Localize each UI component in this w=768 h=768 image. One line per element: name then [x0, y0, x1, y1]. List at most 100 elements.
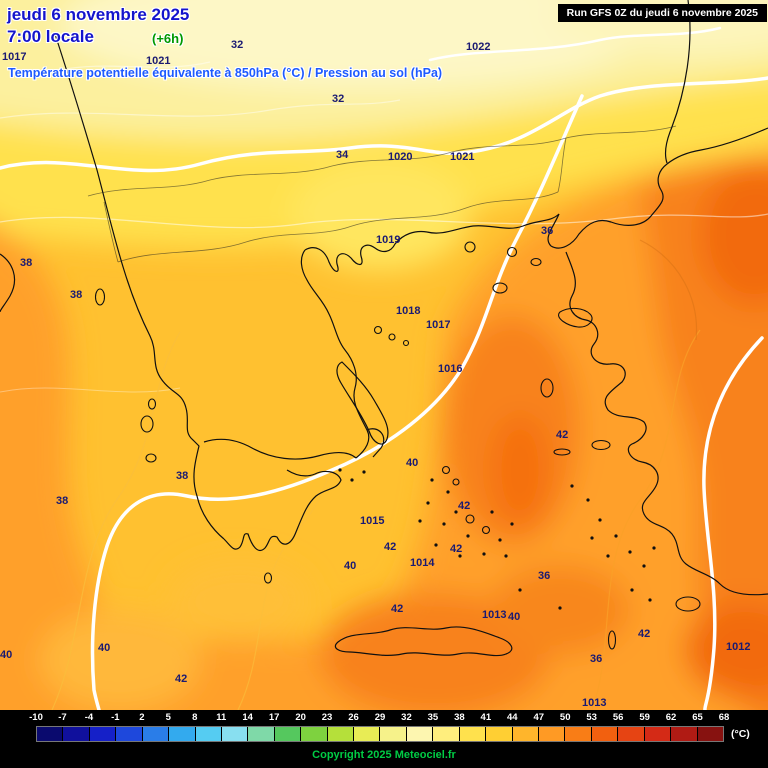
colorbar-cell	[539, 727, 566, 741]
colorbar-cell	[301, 727, 328, 741]
run-info-box: Run GFS 0Z du jeudi 6 novembre 2025	[557, 4, 767, 22]
islands	[94, 241, 701, 650]
pressure-label: 1017	[2, 51, 27, 63]
colorbar-tick: -4	[84, 712, 94, 723]
colorbar-cell	[116, 727, 143, 741]
pressure-label: 1021	[450, 151, 475, 163]
copyright-link[interactable]: Copyright 2025 Meteociel.fr	[312, 749, 456, 761]
temperature-label: 36	[538, 570, 551, 582]
colorbar-tick: 2	[139, 712, 145, 723]
coast-euboea	[336, 361, 389, 445]
colorbar-tick: 50	[559, 712, 571, 723]
temperature-label: 42	[391, 603, 404, 615]
colorbar-cell	[565, 727, 592, 741]
temperature-label: 40	[344, 560, 357, 572]
colorbar-tick: 5	[165, 712, 171, 723]
colorbar-tick: -10	[29, 712, 43, 723]
coast-attica-east	[300, 249, 385, 459]
coastlines	[0, 0, 768, 657]
temperature-label: 42	[384, 541, 397, 553]
colorbar-tick: 41	[480, 712, 492, 723]
temperature-label: 38	[176, 470, 189, 482]
colorbar-tick: 17	[268, 712, 280, 723]
colorbar-cell	[459, 727, 487, 741]
colorbar-tick: 65	[692, 712, 703, 723]
colorbar-cell	[671, 727, 698, 741]
colorbar-tick: -7	[58, 712, 67, 723]
pressure-label: 1020	[388, 151, 413, 163]
colorbar-cell	[406, 727, 434, 741]
colorbar-tick: 59	[639, 712, 650, 723]
country-borders	[87, 125, 677, 263]
coast-chalkidiki	[304, 230, 428, 272]
islets	[338, 468, 656, 610]
temperature-label: 34	[336, 149, 349, 161]
colorbar-cell	[618, 727, 645, 741]
temperature-label: 42	[556, 429, 569, 441]
coast-peloponnese	[223, 469, 342, 552]
temperature-label: 40	[0, 649, 13, 661]
pressure-label: 1014	[410, 557, 435, 569]
pressure-label: 1018	[396, 305, 421, 317]
pressure-label: 1013	[582, 697, 607, 709]
pressure-label: 1021	[146, 55, 171, 67]
colorbar-cell	[697, 727, 723, 741]
colorbar-tick: 35	[427, 712, 439, 723]
coast-italy-heel	[0, 253, 15, 313]
temperature-label: 42	[175, 673, 188, 685]
colorbar-tick: 14	[242, 712, 253, 723]
colorbar-tick: 32	[401, 712, 412, 723]
time-line: 7:00 locale	[7, 27, 94, 46]
temperature-label: 40	[406, 457, 419, 469]
colorbar-tick: 62	[665, 712, 677, 723]
colorbar-tick: 26	[348, 712, 359, 723]
colorbar-cell	[195, 727, 222, 741]
isobar-lines	[0, 26, 768, 712]
colorbar-ticks: -10 -7 -4 -1 2 5 8 11 14 17 20 23 26 29 32 35 38 41 44 47 50…	[0, 712, 768, 724]
coast-corinth-gulf	[203, 438, 357, 460]
date-line: jeudi 6 novembre 2025	[7, 5, 190, 24]
colorbar-tick: -1	[111, 712, 120, 723]
colorbar-tick: 44	[507, 712, 518, 723]
colorbar-cell	[433, 727, 460, 741]
thin-contours	[0, 61, 768, 711]
colorbar-cell	[221, 727, 249, 741]
temperature-label: 38	[70, 289, 83, 301]
pressure-label: 1017	[426, 319, 451, 331]
isobar-central-sweep	[90, 94, 584, 712]
colorbar-tick: 11	[216, 712, 227, 723]
temperature-label: 36	[590, 653, 603, 665]
colorbar-cell	[274, 727, 302, 741]
temperature-label: 40	[508, 611, 521, 623]
colorbar-cell	[327, 727, 355, 741]
isobar-east	[702, 336, 764, 712]
colorbar-tick: 23	[321, 712, 333, 723]
coast-crete	[334, 626, 513, 657]
pressure-label: 1016	[438, 363, 463, 375]
coast-turkey-aegean	[565, 251, 768, 596]
colorbar-tick: 47	[533, 712, 545, 723]
pressure-label: 1019	[376, 234, 401, 246]
pressure-label: 1022	[466, 41, 491, 53]
temperature-label: 32	[231, 39, 244, 51]
colorbar-cell	[169, 727, 196, 741]
coast-marmara-bosphorus	[547, 127, 768, 249]
map-labels-layer: 1017 1021 1022 1020 1021 1019 1018 1017 1016 1015…	[0, 39, 750, 709]
coast-thrace	[426, 213, 560, 234]
pressure-label: 1015	[360, 515, 385, 527]
colorbar-cell	[512, 727, 540, 741]
colorbar-tick: 53	[586, 712, 597, 723]
coast-adriatic-west	[54, 33, 225, 540]
temperature-label: 42	[638, 628, 651, 640]
temperature-label: 36	[541, 225, 554, 237]
colorbar-cell	[248, 727, 275, 741]
forecast-offset: (+6h)	[152, 31, 184, 46]
colorbar-tick: 20	[295, 712, 306, 723]
temperature-label: 38	[20, 257, 33, 269]
coast-black-sea	[664, 0, 691, 164]
colorbar-tick: 38	[454, 712, 465, 723]
colorbar-cell	[591, 727, 619, 741]
isobar-top	[428, 26, 722, 62]
